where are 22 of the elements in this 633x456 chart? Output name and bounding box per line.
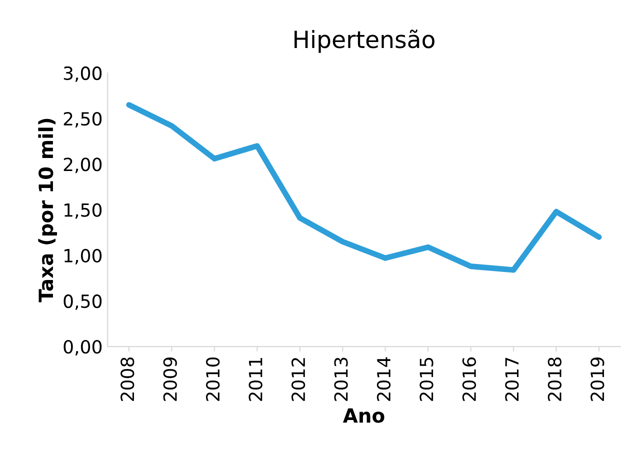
x-axis-title: Ano: [342, 408, 384, 423]
x-tick-label: 2008: [120, 358, 134, 401]
x-tick-label: 2010: [206, 357, 220, 401]
x-tick-label: 2016: [462, 357, 476, 401]
x-tick-label: 2017: [505, 358, 519, 401]
x-tick-label: 2018: [548, 358, 562, 401]
x-tick-label: 2009: [163, 358, 177, 401]
x-tick-label: 2015: [420, 358, 434, 401]
x-tick-label: 2011: [248, 358, 262, 401]
x-tick-label: 2019: [590, 358, 604, 401]
y-axis-title: Taxa (por 10 mil): [38, 118, 57, 302]
x-tick-label: 2012: [291, 358, 306, 401]
y-tick-label: 0,50: [64, 294, 102, 310]
chart-title: Hipertensão: [294, 30, 434, 53]
y-tick-label: 0,00: [64, 340, 102, 356]
x-tick-label: 2013: [334, 358, 348, 401]
y-tick-label: 2,00: [64, 158, 102, 174]
y-tick-label: 2,50: [64, 112, 102, 128]
y-tick-label: 3,00: [64, 66, 102, 82]
x-tick-label: 2014: [376, 357, 391, 401]
y-tick-label: 1,50: [64, 203, 102, 219]
y-tick-label: 1,00: [64, 248, 102, 264]
